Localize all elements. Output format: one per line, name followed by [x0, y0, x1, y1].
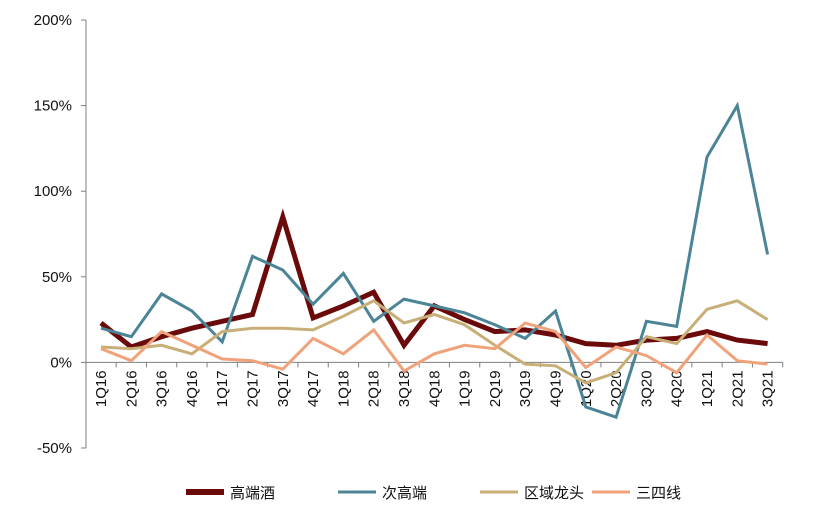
x-tick-label: 2Q19 — [487, 370, 504, 407]
x-tick-label: 3Q19 — [517, 370, 534, 407]
x-tick-label: 1Q19 — [457, 370, 474, 407]
y-tick-label: -50% — [37, 440, 72, 457]
x-tick-label: 1Q21 — [699, 370, 716, 407]
legend-item-2: 次高端 — [338, 485, 427, 502]
y-tick-label: 100% — [34, 183, 72, 200]
series-line-3 — [100, 299, 769, 385]
y-tick-label: 150% — [34, 98, 72, 115]
legend-label: 高端酒 — [230, 485, 275, 502]
x-tick-label: 1Q18 — [335, 370, 352, 407]
x-tick-label: 2Q18 — [366, 370, 383, 407]
x-tick-label: 4Q18 — [426, 370, 443, 407]
y-tick-label: 50% — [42, 269, 72, 286]
x-tick-label: 2Q17 — [245, 370, 262, 407]
y-tick-label: 0% — [50, 354, 72, 371]
legend-label: 三四线 — [636, 485, 681, 502]
x-tick-label: 2Q21 — [729, 370, 746, 407]
legend-item-4: 三四线 — [592, 485, 681, 502]
y-tick-label: 200% — [34, 12, 72, 29]
series-line-1 — [99, 208, 768, 350]
x-tick-label: 3Q16 — [154, 370, 171, 407]
series-line-2 — [100, 101, 770, 420]
x-tick-label: 3Q20 — [638, 370, 655, 407]
legend-label: 次高端 — [382, 485, 427, 502]
legend-item-1: 高端酒 — [186, 485, 275, 502]
legend-item-3: 区域龙头 — [480, 485, 584, 502]
x-axis: 1Q16 2Q16 3Q16 4Q16 1Q17 2Q17 3Q17 4Q17 1Q18 2Q18… — [86, 361, 784, 407]
x-tick-label: 4Q19 — [548, 370, 565, 407]
x-tick-label: 3Q18 — [396, 370, 413, 407]
series-line-4 — [100, 321, 768, 375]
series-lines — [99, 101, 770, 420]
x-tick-label: 4Q16 — [184, 370, 201, 407]
x-tick-label: 3Q17 — [275, 370, 292, 407]
x-tick-label: 2Q16 — [123, 370, 140, 407]
y-axis: 200% 150% 100% 50% 0% -50% — [34, 12, 87, 457]
x-tick-label: 4Q20 — [669, 370, 686, 407]
x-tick-label: 4Q17 — [305, 370, 322, 407]
legend: 高端酒 次高端 区域龙头 三四线 — [186, 485, 681, 502]
x-tick-label: 1Q17 — [214, 370, 231, 407]
x-tick-label: 3Q21 — [760, 370, 777, 407]
x-tick-label: 1Q16 — [93, 370, 110, 407]
legend-label: 区域龙头 — [524, 485, 584, 502]
